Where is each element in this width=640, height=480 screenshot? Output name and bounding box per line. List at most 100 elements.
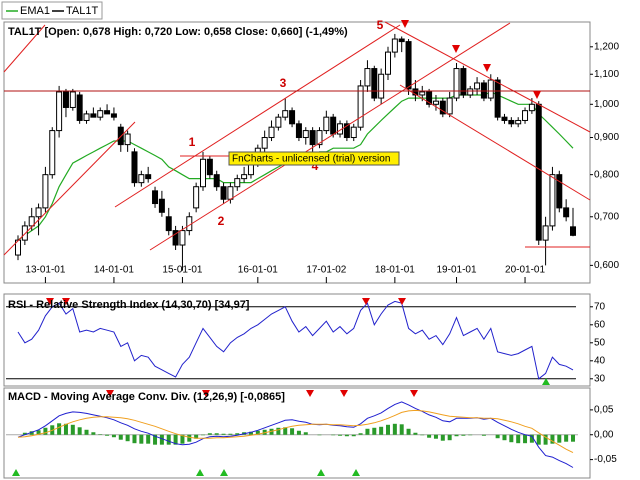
histogram-bar — [111, 434, 116, 438]
candle-body — [21, 225, 28, 241]
histogram-bar — [77, 427, 82, 435]
candle-body — [385, 51, 391, 75]
candle-body — [49, 130, 56, 176]
histogram-bar — [63, 423, 68, 435]
histogram-bar — [433, 434, 438, 439]
histogram-bar — [358, 433, 363, 435]
trend-lines — [3, 21, 591, 256]
histogram-bar — [153, 434, 158, 445]
candle-body — [446, 97, 453, 115]
histogram-bar — [550, 434, 555, 444]
trend-line — [3, 24, 46, 73]
histogram-bar — [146, 434, 151, 444]
candle-body — [28, 216, 35, 227]
wave-label: 2 — [218, 214, 225, 228]
y-tick-label: 60 — [594, 319, 606, 330]
candle-body — [261, 137, 268, 149]
y-tick-label: 1,100 — [594, 69, 619, 80]
candle-body — [90, 113, 97, 118]
trend-line — [384, 21, 591, 133]
candle-body — [439, 100, 446, 115]
rsi-title: RSI - Relative Strength Index (14,30,70)… — [8, 299, 250, 311]
histogram-bar — [166, 434, 171, 445]
candle-body — [83, 113, 90, 121]
candle-body — [124, 133, 131, 146]
histogram-bar — [173, 434, 178, 445]
histogram-bar — [84, 429, 89, 435]
candle-body — [179, 230, 186, 246]
histogram-bar — [159, 434, 164, 445]
candle-body — [268, 126, 275, 139]
candle-body — [234, 178, 241, 188]
histogram-bar — [139, 434, 144, 444]
candle-body — [323, 116, 330, 132]
candle-body — [193, 186, 200, 209]
candle-body — [508, 119, 515, 125]
candle-body — [110, 113, 117, 118]
candle-body — [69, 91, 76, 108]
histogram-bar — [516, 434, 521, 444]
trend-line — [399, 84, 591, 201]
histogram-bar — [502, 434, 507, 441]
candle-body — [165, 216, 172, 232]
price-title: TAL1T [Open: 0,678 High: 0,720 Low: 0,65… — [8, 26, 348, 38]
y-tick-label: 0,700 — [594, 211, 619, 222]
histogram-bar — [351, 434, 356, 437]
candle-body — [200, 158, 206, 188]
y-tick-label: 0,600 — [594, 260, 619, 271]
y-tick-label: 30 — [594, 373, 606, 384]
histogram-bar — [454, 434, 459, 437]
candle-body — [138, 174, 145, 184]
candle-body — [528, 103, 535, 112]
candle-body — [357, 85, 364, 128]
candle-body — [241, 174, 248, 180]
candle-body — [227, 186, 234, 200]
histogram-bar — [57, 423, 62, 435]
histogram-bar — [290, 428, 295, 435]
y-tick-label: 0,900 — [594, 132, 619, 143]
candle-body — [158, 198, 165, 213]
y-tick-label: 50 — [594, 337, 606, 348]
candle-body — [432, 100, 439, 105]
histogram-bar — [386, 424, 390, 435]
histogram-bar — [36, 430, 41, 435]
histogram-bar — [180, 434, 185, 444]
histogram-bar — [105, 434, 110, 436]
histogram-bar — [22, 432, 27, 435]
legend-label: TAL1T — [66, 5, 98, 17]
candle-body — [35, 207, 42, 218]
wave-label: 4 — [312, 159, 319, 173]
candle-body — [487, 79, 494, 99]
histogram-bar — [235, 433, 240, 435]
candle-body — [152, 190, 159, 205]
candle-body — [213, 174, 220, 188]
candle-body — [282, 110, 289, 118]
histogram-bar — [523, 434, 528, 444]
wave-label: 5 — [377, 18, 384, 32]
histogram-bar — [372, 427, 377, 435]
histogram-bar — [214, 433, 219, 435]
histogram-bar — [344, 434, 349, 437]
candle-body — [330, 116, 337, 135]
watermark-box — [228, 151, 400, 166]
histogram-bar — [495, 434, 500, 439]
trend-line — [3, 121, 136, 256]
histogram-bar — [365, 428, 370, 435]
histogram-bar — [29, 431, 34, 435]
candle-body — [542, 225, 549, 241]
candle-body — [220, 186, 227, 200]
histogram-bar — [125, 434, 130, 442]
candle-body — [131, 151, 138, 184]
histogram-bar — [564, 434, 569, 442]
candle-body — [522, 110, 529, 121]
x-tick-label: 18-01-01 — [375, 265, 415, 276]
y-tick-label: 1,000 — [594, 99, 619, 110]
candle-body — [535, 103, 542, 241]
candle-body — [391, 38, 398, 53]
y-tick-label: 1,200 — [594, 41, 619, 52]
candle-body — [515, 119, 522, 125]
candle-body — [563, 207, 570, 218]
candle-body — [501, 116, 508, 121]
x-tick-label: 20-01-01 — [505, 265, 545, 276]
